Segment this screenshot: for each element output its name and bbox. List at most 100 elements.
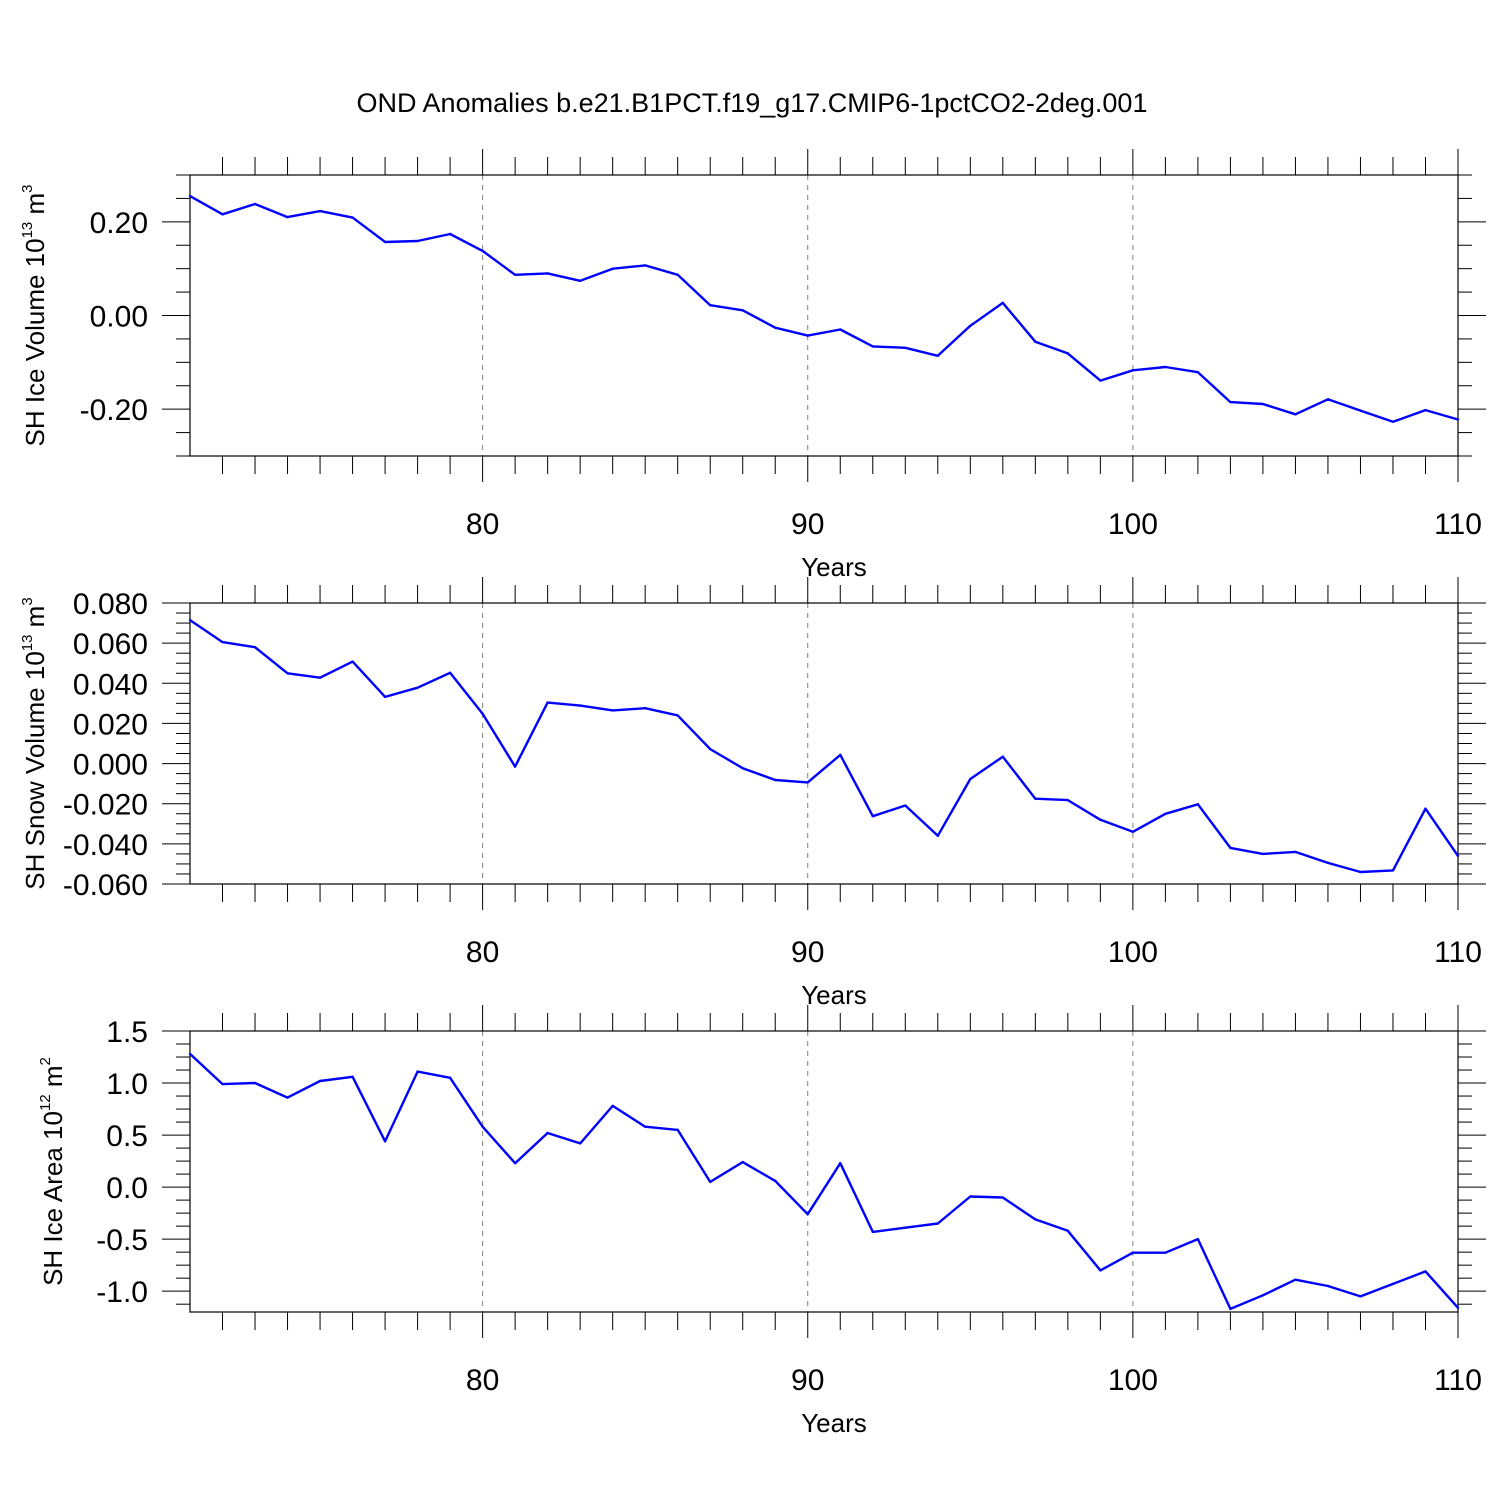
data-point	[1326, 861, 1330, 865]
data-point	[578, 704, 582, 707]
data-point	[1359, 409, 1362, 412]
x-tick-label: 90	[791, 936, 824, 969]
data-point	[1001, 755, 1005, 758]
data-point	[871, 345, 874, 348]
y-axis-title-text: SH Snow Volume 10	[20, 651, 50, 889]
data-point	[351, 216, 354, 219]
series-line-ice-volume	[189, 195, 1459, 423]
data-point	[253, 202, 257, 206]
data-point	[318, 676, 322, 679]
x-tick-label: 90	[791, 1364, 824, 1397]
data-point	[1066, 798, 1070, 802]
data-point	[774, 778, 777, 782]
data-point	[318, 209, 322, 213]
y-tick-label: -0.060	[63, 869, 148, 902]
data-point	[904, 804, 907, 807]
data-point	[1099, 1269, 1102, 1272]
data-point	[1164, 812, 1167, 815]
data-point	[448, 671, 452, 675]
x-axis-title: Years	[801, 1408, 867, 1438]
y-tick-label: 0.0	[106, 1172, 148, 1205]
data-point	[741, 1160, 744, 1164]
data-point	[1034, 797, 1037, 800]
data-point	[253, 1081, 257, 1085]
data-point	[1424, 807, 1427, 810]
data-point	[416, 239, 419, 243]
y-axis-title-exponent: 13	[19, 222, 36, 239]
y-axis-title-unit: m	[20, 606, 50, 635]
data-point	[969, 324, 972, 328]
y-tick-label: -1.0	[96, 1276, 148, 1309]
data-point	[1294, 413, 1297, 416]
data-point	[1164, 365, 1167, 369]
data-point	[774, 326, 777, 329]
data-point	[1456, 418, 1460, 421]
data-point	[1034, 340, 1037, 343]
y-tick-label: 0.00	[90, 301, 148, 334]
data-point	[1326, 398, 1330, 401]
data-point	[188, 618, 192, 622]
data-point	[839, 1161, 842, 1165]
data-point	[1164, 1251, 1167, 1254]
data-point	[1034, 1218, 1037, 1221]
data-point	[1391, 1282, 1395, 1286]
data-point	[1359, 870, 1362, 874]
data-point	[643, 264, 647, 267]
data-point	[1424, 408, 1427, 412]
y-tick-label: 0.040	[73, 668, 148, 701]
data-point	[1261, 1294, 1265, 1297]
data-point	[643, 706, 647, 710]
data-point	[1001, 1196, 1005, 1199]
y-axis-title-unit: m	[20, 193, 50, 222]
data-point	[1391, 869, 1395, 872]
data-point	[318, 1079, 322, 1083]
data-point	[1001, 301, 1005, 305]
y-axis-title-unit: m	[38, 1065, 68, 1094]
data-point	[1261, 402, 1265, 406]
plot-frame	[189, 1030, 1459, 1313]
data-point	[871, 1230, 874, 1234]
data-point	[774, 1179, 777, 1183]
data-point	[383, 695, 387, 699]
data-point	[741, 766, 744, 770]
data-point	[1229, 1307, 1232, 1311]
y-axis-title: SH Ice Volume 1013 m3	[19, 184, 50, 446]
data-point	[188, 194, 192, 198]
y-tick-label: -0.5	[96, 1224, 148, 1257]
data-point	[969, 1195, 972, 1198]
data-point	[1229, 400, 1232, 404]
data-point	[969, 777, 972, 781]
data-point	[676, 714, 679, 717]
data-point	[1359, 1295, 1362, 1298]
data-point	[481, 712, 484, 715]
data-point	[546, 701, 549, 704]
y-tick-label: 1.0	[106, 1068, 148, 1101]
data-point	[1261, 852, 1265, 856]
y-axis-title-unit-exponent: 3	[19, 597, 36, 605]
series-line-ice-area	[189, 1053, 1459, 1311]
data-point	[1066, 352, 1070, 355]
plot-frame	[189, 602, 1459, 885]
chart-panels: 80 90 100 110 Years 0.20 0.00 -0.20 SH Ice Volum…	[19, 149, 1486, 1438]
page-title: OND Anomalies b.e21.B1PCT.f19_g17.CMIP6-…	[357, 88, 1148, 118]
data-point	[839, 328, 842, 331]
y-tick-label: 0.20	[90, 207, 148, 240]
data-point	[448, 1076, 452, 1080]
x-tick-label: 80	[466, 936, 499, 969]
data-point	[383, 1140, 387, 1143]
data-point	[286, 1096, 289, 1099]
data-point	[936, 834, 939, 838]
data-point	[676, 1128, 679, 1132]
y-axis-title: SH Snow Volume 1013 m3	[19, 597, 50, 889]
data-point	[448, 232, 452, 236]
data-point	[1424, 1270, 1427, 1273]
x-tick-label: 110	[1434, 936, 1482, 969]
data-point	[1066, 1229, 1070, 1233]
data-point	[578, 279, 582, 283]
data-point	[221, 1082, 224, 1086]
y-tick-label: 0.000	[73, 749, 148, 782]
data-point	[253, 645, 257, 649]
data-point	[513, 1161, 517, 1165]
panel-ice-volume: 80 90 100 110 Years 0.20 0.00 -0.20 SH Ice Volum…	[19, 149, 1486, 582]
panel-snow-volume: 80 90 100 110 Years 0.080 0.060 0.040 0.020 0.000…	[19, 577, 1486, 1010]
